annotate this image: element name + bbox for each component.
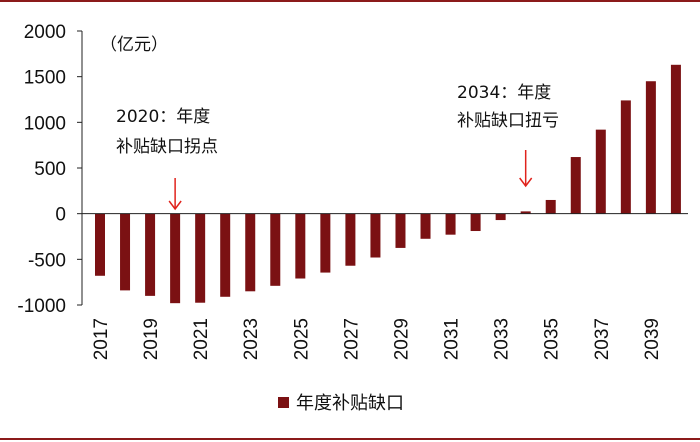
legend-label: 年度补贴缺口	[296, 393, 404, 414]
bar-2039	[645, 81, 656, 214]
x-tick-label: 2039	[642, 318, 663, 360]
bar-2038	[620, 100, 631, 214]
x-tick-label: 2021	[191, 318, 212, 360]
bar-2017	[95, 213, 105, 276]
bar-2025	[295, 213, 306, 279]
y-tick-label: -500	[28, 250, 66, 271]
x-tick-label: 2033	[492, 318, 513, 360]
bar-2035	[545, 199, 556, 214]
bar-2019	[145, 213, 156, 296]
unit-label: （亿元）	[100, 35, 168, 55]
bar-2037	[595, 129, 606, 214]
annotation-line1: 2020：年度	[116, 107, 210, 127]
y-tick-label: 0	[55, 205, 66, 226]
bar-2029	[395, 213, 406, 248]
bars	[95, 64, 681, 304]
bar-2030	[420, 213, 431, 239]
bar-2021	[195, 213, 206, 303]
x-tick-label: 2029	[391, 318, 412, 360]
top-border-rule	[0, 0, 700, 2]
x-tick-label: 2035	[542, 318, 563, 360]
bar-2034	[520, 211, 531, 214]
bar-2018	[120, 213, 131, 291]
legend-swatch	[278, 397, 289, 408]
y-axis: 2000 1500 1000 500 0 -500 -1000	[17, 22, 83, 317]
legend: 年度补贴缺口	[278, 393, 404, 414]
bar-2022	[220, 213, 231, 297]
x-tick-label: 2037	[592, 318, 613, 360]
annotation-line1: 2034：年度	[457, 83, 551, 103]
x-tick-label: 2017	[91, 318, 112, 360]
y-tick-label: 1000	[24, 113, 66, 134]
bar-2023	[245, 213, 256, 292]
x-tick-label: 2027	[341, 318, 362, 360]
bottom-border-rule	[0, 438, 700, 440]
bar-2040	[670, 64, 681, 214]
bar-2028	[370, 213, 381, 258]
bar-2031	[445, 213, 456, 235]
bar-2020	[170, 213, 181, 304]
bar-2027	[345, 213, 356, 266]
bar-2033	[495, 213, 506, 221]
annotation-arrow-head	[168, 200, 182, 211]
bar-2024	[270, 213, 281, 286]
x-axis: 2017 2019 2021 2023 2025 2027 2029 2031 2033 2035…	[82, 213, 688, 360]
bar-2026	[320, 213, 331, 273]
x-tick-label: 2019	[141, 318, 162, 360]
annotation-arrow-head	[519, 177, 533, 188]
y-tick-label: -1000	[17, 296, 66, 317]
x-tick-label: 2025	[291, 318, 312, 360]
annotation-line2: 补贴缺口扭亏	[457, 111, 559, 131]
y-tick-label: 500	[34, 159, 66, 180]
y-tick-label: 2000	[24, 22, 66, 43]
x-tick-label: 2031	[442, 318, 463, 360]
y-tick-label: 1500	[24, 68, 66, 89]
x-tick-label: 2023	[241, 318, 262, 360]
bar-2036	[570, 157, 581, 214]
annotation-line2: 补贴缺口拐点	[116, 137, 218, 157]
bar-2032	[470, 213, 481, 232]
